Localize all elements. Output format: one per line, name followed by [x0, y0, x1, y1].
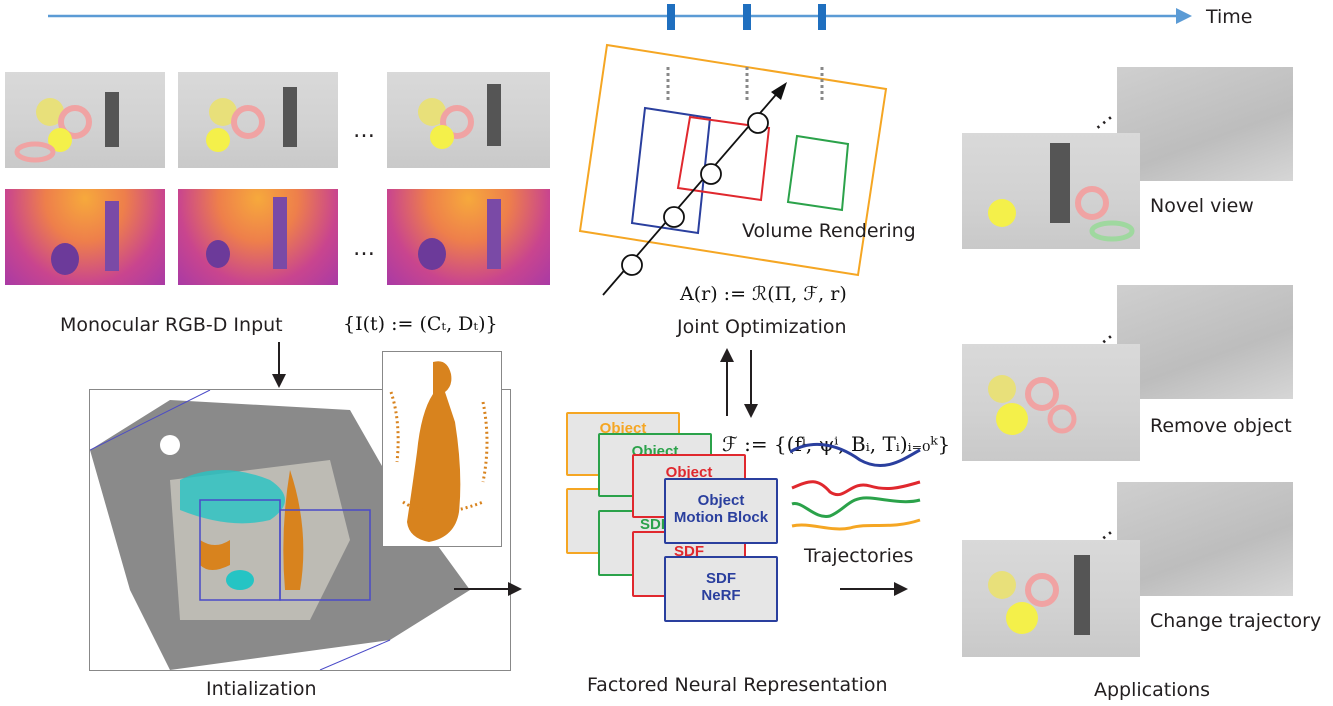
depth-frame-2 — [178, 189, 338, 285]
card-blue-motion-block: Motion Block — [673, 509, 769, 526]
init-human-inset — [382, 351, 502, 547]
time-label: Time — [1206, 6, 1253, 28]
card-blue-bottom: SDF NeRF — [664, 556, 778, 622]
input-formula: {I(t) := (Cₜ, Dₜ)} — [343, 313, 498, 335]
trajectory-curves — [790, 442, 921, 531]
change-trajectory-render-front — [962, 540, 1140, 657]
depth-frame-1 — [5, 189, 165, 285]
card-blue-sdf: SDF — [706, 570, 736, 587]
arrow-init-to-factored — [454, 582, 522, 596]
card-green-sdf: SDF — [640, 516, 670, 533]
card-orange-object: Object — [599, 420, 647, 437]
factored-formula: ℱ := {(fⁱ, ψⁱ, Bᵢ, Tᵢ)ᵢ₌₀ᵏ} — [722, 432, 951, 456]
init-caption: Intialization — [206, 678, 317, 700]
card-blue-nerf: NeRF — [701, 587, 741, 604]
ellipsis-novel: … — [1084, 101, 1118, 136]
applications-caption: Applications — [1094, 679, 1211, 701]
ellipsis-rgb: … — [353, 118, 375, 143]
arrow-down-init — [272, 342, 286, 388]
card-red-object: Object — [665, 464, 713, 481]
card-blue-top: Object Motion Block — [664, 478, 778, 544]
timeline — [48, 4, 1192, 30]
joint-optimization-label: Joint Optimization — [677, 316, 847, 338]
input-caption: Monocular RGB-D Input — [60, 314, 283, 336]
ellipsis-depth: … — [353, 236, 375, 261]
render-equation: A(r) := ℛ(Π, ℱ, r) — [680, 283, 847, 305]
novel-view-render-front — [962, 133, 1140, 249]
change-trajectory-label: Change trajectory — [1150, 610, 1322, 632]
trajectories-label: Trajectories — [804, 545, 914, 567]
arrows-up-down — [720, 348, 758, 418]
remove-object-label: Remove object — [1150, 415, 1292, 437]
volume-rendering-label: Volume Rendering — [742, 220, 916, 242]
depth-frame-3 — [387, 189, 550, 285]
arrow-factored-to-apps — [840, 582, 908, 596]
rgb-frame-2 — [178, 72, 338, 168]
rgb-frame-1 — [5, 72, 165, 168]
card-red-sdf: SDF — [674, 543, 704, 560]
novel-view-render-back — [1117, 67, 1293, 181]
novel-view-label: Novel view — [1150, 195, 1254, 217]
factored-caption: Factored Neural Representation — [587, 674, 888, 696]
remove-object-render-back — [1117, 285, 1293, 399]
card-blue-object: Object — [697, 492, 745, 509]
rgb-frame-3 — [387, 72, 550, 168]
volume-rendering-diagram — [578, 43, 888, 296]
change-trajectory-render-back — [1117, 482, 1293, 596]
remove-object-render-front — [962, 344, 1140, 461]
